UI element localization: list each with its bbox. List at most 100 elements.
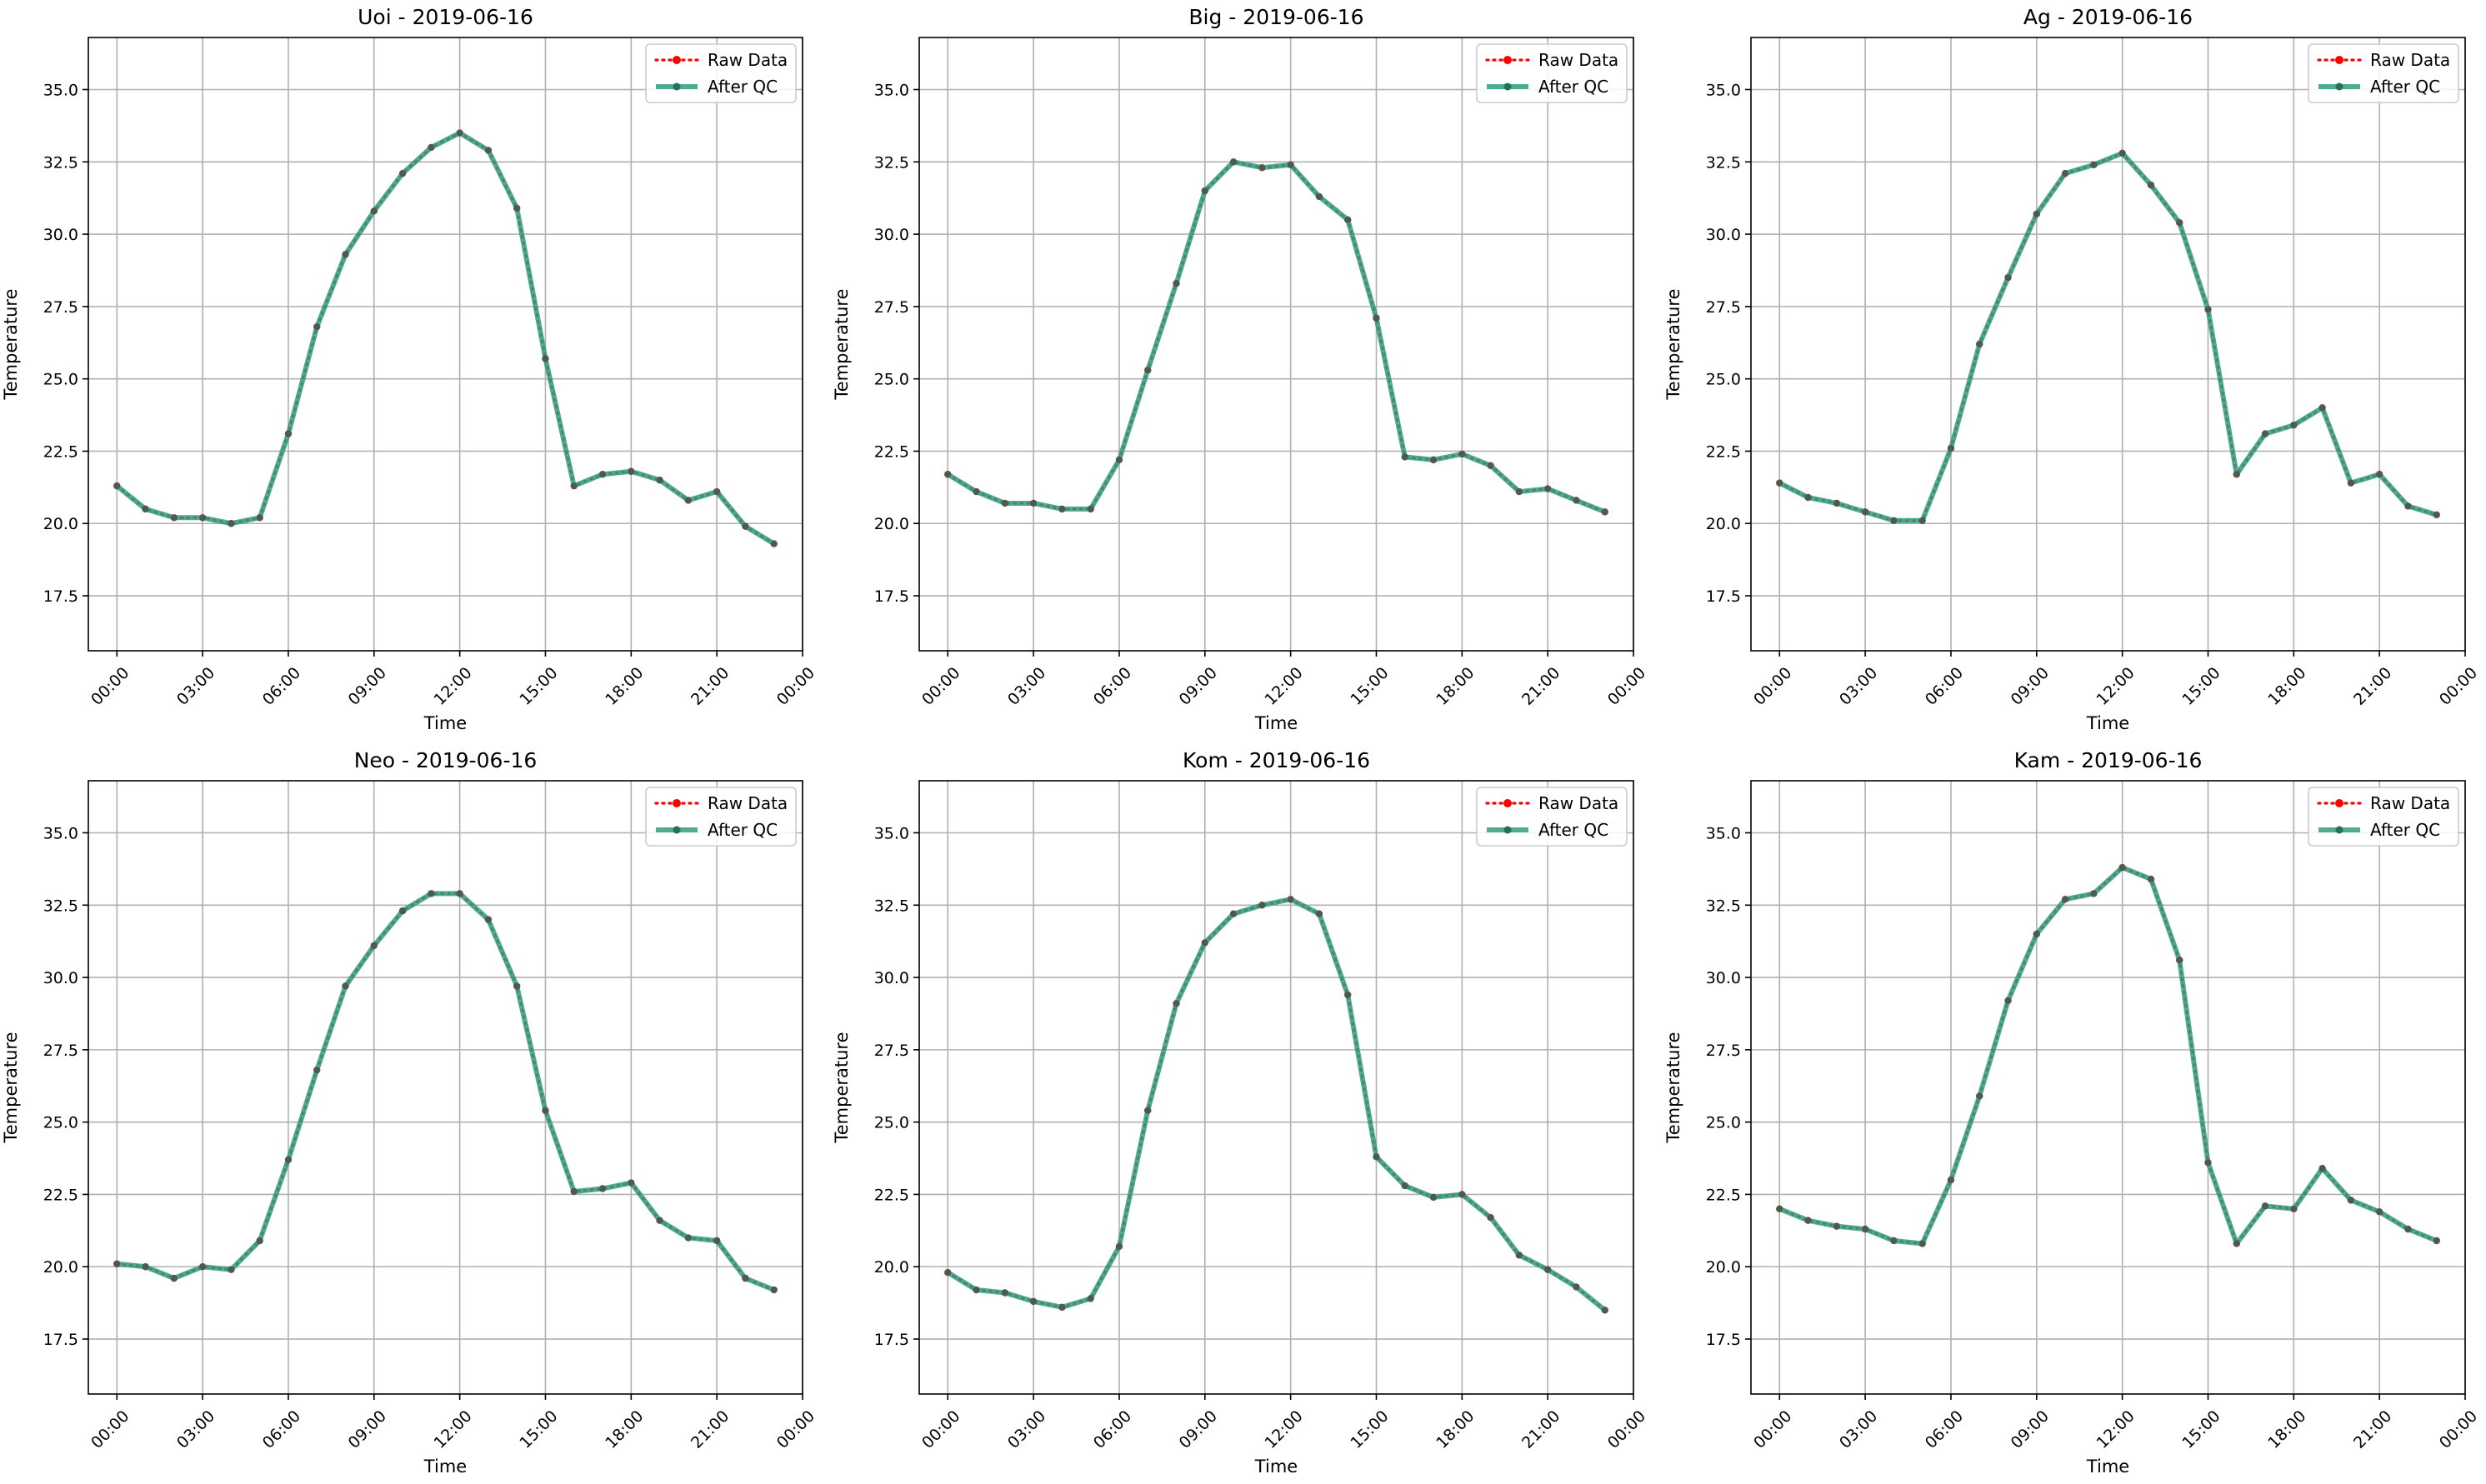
data-point	[2118, 864, 2126, 872]
data-point	[599, 471, 607, 478]
series-line	[114, 130, 777, 547]
x-tick-label: 18:00	[2264, 1407, 2309, 1452]
x-tick-label: 21:00	[688, 664, 733, 709]
data-point	[1947, 1177, 1954, 1184]
y-tick-label: 17.5	[43, 587, 78, 606]
data-point	[513, 204, 521, 212]
legend-marker	[1503, 826, 1512, 834]
subplot-title: Big - 2019-06-16	[1188, 5, 1363, 29]
data-point	[113, 1260, 121, 1267]
data-point	[628, 1179, 635, 1187]
legend: Raw Data After QC	[2308, 43, 2459, 103]
data-point	[484, 916, 492, 923]
legend-label: Raw Data	[2370, 50, 2450, 70]
series-line	[946, 160, 1607, 513]
series-after-qc	[113, 890, 778, 1294]
x-axis-label: Time	[2086, 1457, 2129, 1477]
subplot-2: 17.5 20.0 22.5 25.0 27.5 30.0 32.5 35.0 00:00 03:…	[832, 5, 1649, 733]
y-tick-label: 27.5	[874, 298, 909, 317]
data-point	[313, 1067, 321, 1074]
x-tick-label: 09:00	[1176, 664, 1221, 709]
x-tick-label: 03:00	[1004, 664, 1049, 709]
data-point	[1976, 341, 1983, 347]
legend: Raw Data After QC	[645, 43, 797, 103]
data-point	[684, 497, 692, 504]
data-point	[2062, 896, 2069, 903]
data-point	[1173, 1000, 1180, 1007]
x-tick-label: 06:00	[1922, 1407, 1967, 1452]
y-axis-label: Temperature	[832, 1032, 852, 1143]
subplot-5: 17.5 20.0 22.5 25.0 27.5 30.0 32.5 35.0 00:00 03:…	[832, 748, 1649, 1477]
data-point	[2204, 306, 2212, 313]
data-point	[228, 520, 235, 527]
y-tick-label: 27.5	[1706, 1042, 1741, 1060]
x-tick-label: 03:00	[1004, 1407, 1049, 1452]
x-tick-label: 06:00	[259, 1407, 304, 1452]
subplot-3: 17.5 20.0 22.5 25.0 27.5 30.0 32.5 35.0 00:00 03:…	[1663, 5, 2481, 733]
x-axis-label: Time	[1254, 1457, 1298, 1477]
subplot-1: 17.5 20.0 22.5 25.0 27.5 30.0 32.5 35.0 00:00 03:…	[1, 5, 818, 733]
y-tick-label: 30.0	[43, 226, 78, 244]
legend-label: Raw Data	[708, 50, 788, 70]
y-tick-label: 35.0	[43, 81, 78, 99]
y-tick-label: 27.5	[874, 1042, 909, 1060]
y-tick-label: 30.0	[1706, 226, 1741, 244]
data-point	[2004, 997, 2012, 1004]
data-point	[1058, 1303, 1066, 1311]
data-point	[1918, 517, 1926, 524]
y-tick-label: 20.0	[874, 515, 909, 533]
series-line	[1778, 152, 2438, 522]
data-point	[1430, 1193, 1438, 1201]
y-tick-label: 32.5	[1706, 153, 1741, 172]
data-point	[1458, 1191, 1466, 1198]
data-point	[2404, 1226, 2412, 1233]
data-point	[2262, 1202, 2269, 1210]
y-axis-label: Temperature	[1663, 288, 1683, 400]
y-tick-label: 22.5	[43, 1186, 78, 1204]
data-point	[313, 323, 321, 331]
data-point	[370, 207, 378, 215]
series-after-qc	[1776, 149, 2440, 524]
x-tick-label: 00:00	[918, 1407, 963, 1452]
y-tick-label: 22.5	[43, 442, 78, 461]
y-tick-label: 17.5	[43, 1331, 78, 1349]
x-tick-label: 21:00	[1518, 1407, 1563, 1452]
y-tick-label: 32.5	[43, 897, 78, 915]
subplot-6: 17.5 20.0 22.5 25.0 27.5 30.0 32.5 35.0 00:00 03:…	[1663, 748, 2481, 1477]
y-tick-label: 25.0	[1706, 371, 1741, 389]
axes-frame	[1750, 37, 2466, 652]
axes-frame	[1750, 780, 2466, 1395]
data-point	[2090, 161, 2098, 168]
x-tick-label: 18:00	[602, 1407, 647, 1452]
data-point	[2262, 430, 2269, 437]
data-point	[1287, 896, 1294, 903]
y-tick-label: 25.0	[874, 371, 909, 389]
data-point	[1144, 1107, 1152, 1114]
data-point	[1115, 456, 1123, 463]
data-point	[284, 1156, 292, 1163]
series-after-qc	[113, 129, 778, 547]
data-point	[656, 477, 663, 484]
legend-marker	[1503, 56, 1512, 64]
data-point	[1144, 367, 1152, 374]
x-tick-label: 15:00	[1347, 1407, 1392, 1452]
x-tick-label: 18:00	[1433, 664, 1478, 709]
legend-label: Raw Data	[1538, 793, 1618, 813]
y-tick-label: 22.5	[874, 442, 909, 461]
data-point	[770, 1287, 778, 1294]
data-point	[2176, 219, 2183, 227]
x-tick-label: 12:00	[1262, 1407, 1307, 1452]
data-point	[944, 471, 952, 478]
legend-label: After QC	[2370, 77, 2440, 97]
subplot-title: Kam - 2019-06-16	[2014, 748, 2203, 772]
data-point	[484, 147, 492, 154]
x-axis-label: Time	[423, 713, 467, 733]
data-point	[2376, 471, 2383, 478]
x-tick-label: 00:00	[1604, 1407, 1649, 1452]
x-tick-label: 09:00	[345, 1407, 390, 1452]
data-point	[113, 482, 121, 490]
series-line	[115, 131, 776, 546]
legend-label: After QC	[1538, 820, 1608, 840]
data-point	[342, 251, 349, 258]
series-after-qc	[1776, 864, 2440, 1247]
